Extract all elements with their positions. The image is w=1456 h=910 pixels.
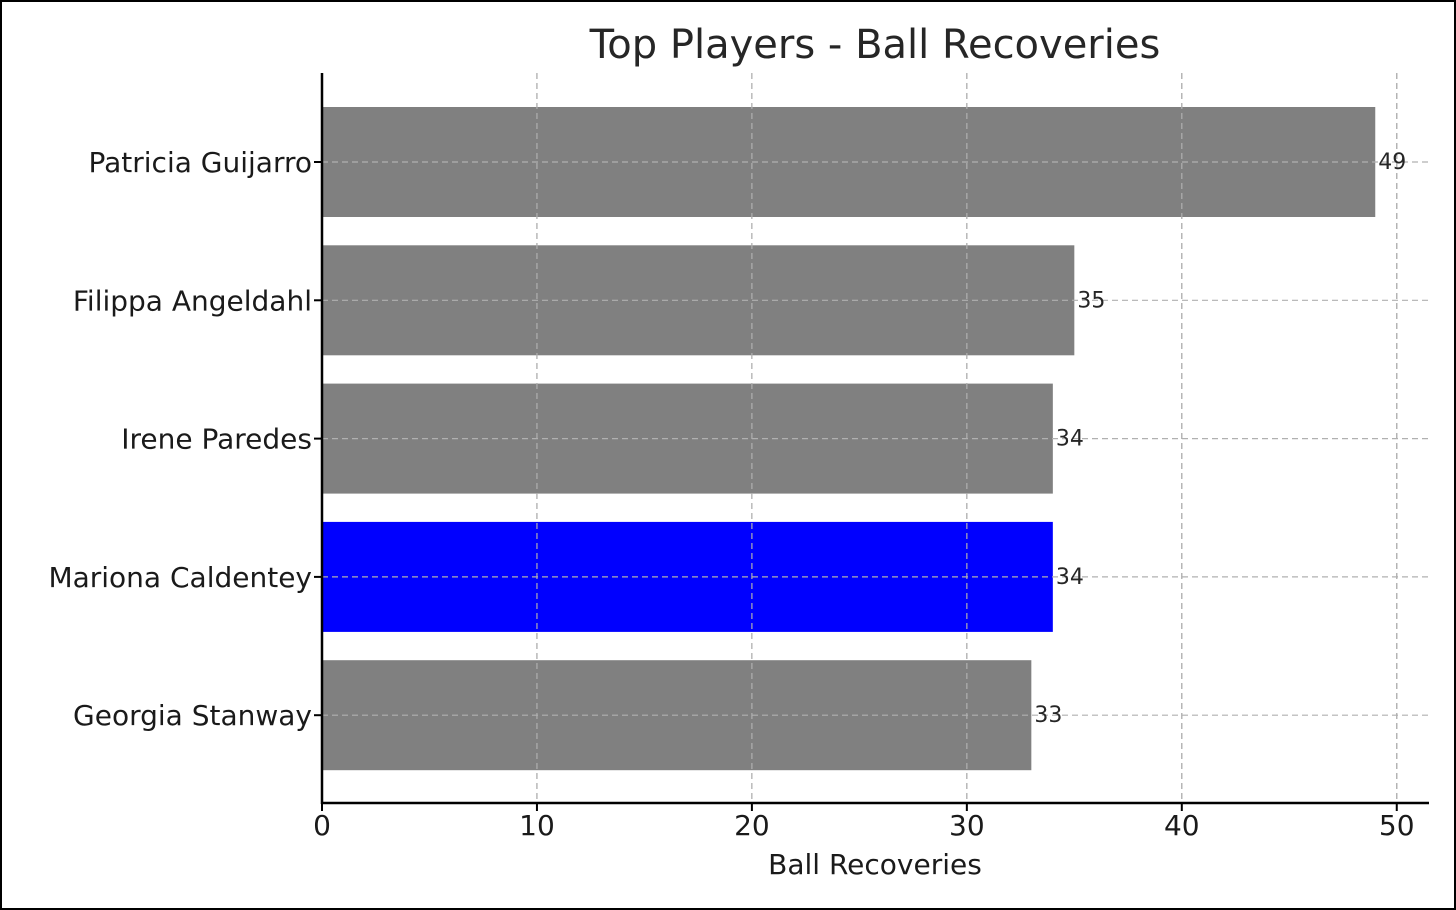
bars: [322, 73, 1429, 803]
x-tick-label: 20: [734, 809, 770, 842]
x-tick-label: 50: [1379, 809, 1415, 842]
category-label: Mariona Caldentey: [48, 561, 312, 594]
x-tick-label: 10: [519, 809, 555, 842]
axes: [314, 73, 1429, 811]
data-label: 49: [1378, 150, 1406, 175]
x-tick-label: 30: [949, 809, 985, 842]
data-label: 34: [1056, 427, 1084, 452]
category-label: Irene Paredes: [121, 423, 312, 456]
data-label: 35: [1077, 288, 1105, 313]
data-label: 34: [1056, 565, 1084, 590]
x-axis-label: Ball Recoveries: [768, 848, 982, 881]
chart-title: Top Players - Ball Recoveries: [589, 22, 1161, 68]
category-label: Patricia Guijarro: [89, 146, 313, 179]
category-label: Filippa Angeldahl: [73, 284, 312, 317]
data-label: 33: [1034, 703, 1062, 728]
labels: 0 10 20 30 40 50 Patricia Guijarro 49 Filippa An…: [48, 146, 1414, 842]
x-tick-label: 0: [313, 809, 331, 842]
category-label: Georgia Stanway: [73, 699, 312, 732]
x-tick-label: 40: [1164, 809, 1200, 842]
